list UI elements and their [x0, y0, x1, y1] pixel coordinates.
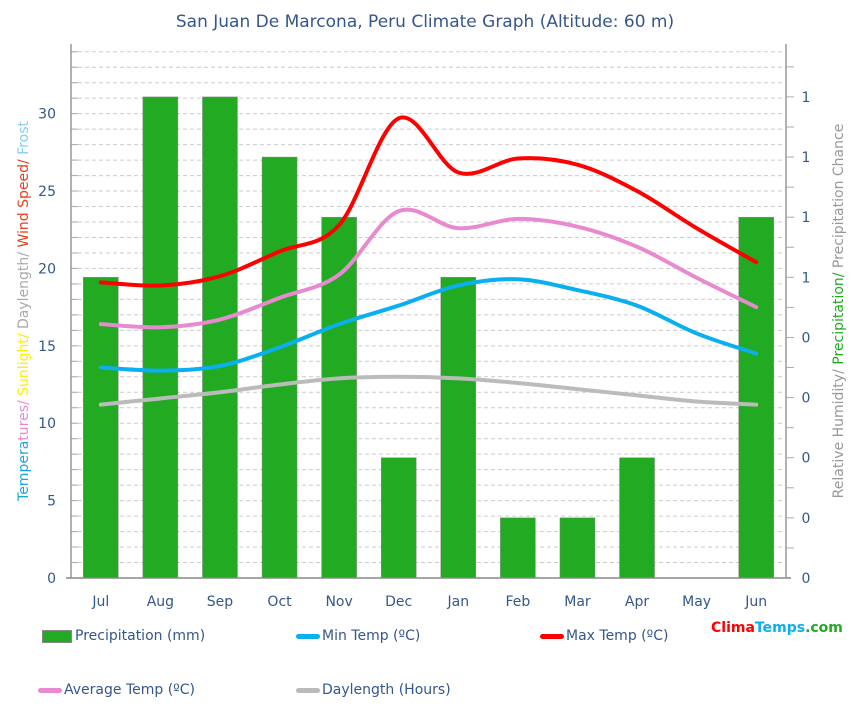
- legend-precipitation: Precipitation (mm): [42, 628, 205, 644]
- axes: 0 5 10 15 20 25 30 0 0 0 0 0 1 1 1 1 Jul Aug Sep Oct Nov Dec J…: [38, 44, 810, 610]
- right-tick-label: 1: [802, 150, 811, 166]
- x-tick-label: Mar: [564, 594, 591, 610]
- x-tick-label: Jul: [91, 594, 109, 610]
- daylength-line: [98, 374, 759, 407]
- axis-label-part: Wind Speed/: [16, 159, 32, 252]
- x-tick-label: Apr: [625, 594, 649, 610]
- left-tick-label: 0: [47, 571, 56, 587]
- precipitation-bar: [380, 457, 417, 579]
- x-tick-label: Nov: [325, 594, 352, 610]
- right-tick-label: 0: [802, 391, 811, 407]
- precipitation-bar: [440, 277, 477, 579]
- legend-swatch: [42, 629, 72, 643]
- legend-swatch: [296, 687, 320, 693]
- axis-label-part: tures/: [16, 400, 32, 441]
- x-tick-label: May: [682, 594, 711, 610]
- logo-part: Clima: [711, 620, 755, 636]
- right-tick-label: 1: [802, 270, 811, 286]
- x-tick-label: Oct: [267, 594, 292, 610]
- axis-label-part: Tempera: [16, 441, 32, 502]
- precipitation-bar: [500, 517, 536, 579]
- x-tick-label: Sep: [207, 594, 234, 610]
- climatemps-logo[interactable]: ClimaTemps.com: [711, 620, 843, 636]
- average-line: [98, 207, 759, 330]
- legend-max-temp: Max Temp (ºC): [540, 628, 668, 644]
- logo-part: .com: [805, 620, 843, 636]
- x-tick-label: Jan: [446, 594, 469, 610]
- legend-swatch: [540, 633, 564, 639]
- left-tick-label: 25: [38, 184, 56, 200]
- left-tick-label: 5: [47, 494, 56, 510]
- legend-swatch: [296, 633, 320, 639]
- precipitation-bar: [261, 156, 298, 579]
- legend-label: Daylength (Hours): [322, 682, 451, 698]
- left-tick-label: 20: [38, 261, 56, 277]
- legend-min-temp: Min Temp (ºC): [296, 628, 420, 644]
- right-tick-label: 0: [802, 571, 811, 587]
- legend-average-temp: Average Temp (ºC): [38, 682, 195, 698]
- legend-label: Min Temp (ºC): [322, 628, 421, 644]
- left-tick-label: 15: [38, 339, 56, 355]
- left-tick-label: 30: [38, 107, 56, 123]
- x-tick-label: Dec: [385, 594, 412, 610]
- precipitation-bar: [83, 277, 119, 579]
- precipitation-bar: [619, 457, 655, 579]
- logo-part: Temps: [754, 620, 806, 636]
- legend-swatch: [38, 687, 62, 693]
- axis-label-part: Frost: [16, 121, 32, 160]
- x-tick-label: Feb: [505, 594, 530, 610]
- left-axis-label: Temperatures/ Sunlight/ Daylength/ Wind …: [16, 121, 32, 502]
- precipitation-bars: [83, 96, 774, 579]
- precipitation-bar: [142, 96, 179, 579]
- axis-label-part: Precipitation Chance: [831, 124, 847, 273]
- legend-label: Average Temp (ºC): [64, 682, 195, 698]
- right-tick-label: 0: [802, 511, 811, 527]
- right-tick-label: 0: [802, 451, 811, 467]
- axis-label-part: Relative Humidity/: [831, 369, 847, 498]
- legend-label: Precipitation (mm): [75, 628, 206, 644]
- legend-daylength: Daylength (Hours): [296, 682, 451, 698]
- right-tick-label: 1: [802, 90, 811, 106]
- right-tick-label: 1: [802, 210, 811, 226]
- chart-title: San Juan De Marcona, Peru Climate Graph …: [176, 12, 674, 32]
- precipitation-bar: [559, 517, 596, 579]
- temperature-lines: [98, 115, 759, 407]
- precipitation-bar: [738, 216, 774, 579]
- precipitation-bar: [321, 216, 357, 579]
- grid: [71, 51, 786, 564]
- right-axis-label: Relative Humidity/ Precipitation/ Precip…: [831, 124, 847, 499]
- precipitation-bar: [202, 96, 238, 579]
- left-tick-label: 10: [38, 416, 56, 432]
- legend-label: Max Temp (ºC): [566, 628, 669, 644]
- right-tick-label: 0: [802, 330, 811, 346]
- axis-label-part: Sunlight/: [16, 333, 32, 396]
- axis-label-part: Daylength/: [16, 252, 32, 334]
- x-tick-label: Jun: [744, 594, 767, 610]
- axis-label-part: Precipitation/: [831, 272, 847, 369]
- min-line: [98, 277, 759, 373]
- x-tick-label: Aug: [147, 594, 174, 610]
- max-line: [98, 115, 759, 288]
